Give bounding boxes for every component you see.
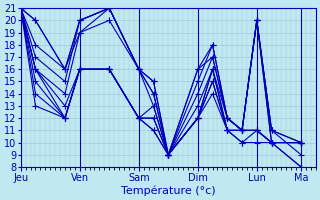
X-axis label: Température (°c): Température (°c) — [121, 185, 216, 196]
